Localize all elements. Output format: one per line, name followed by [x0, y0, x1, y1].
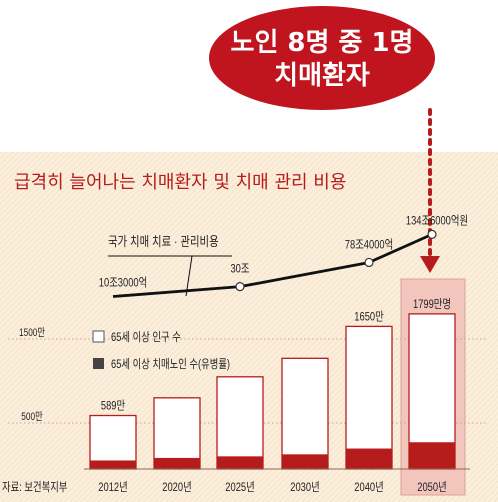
cost-label-2040년: 78조4000억 — [345, 238, 393, 251]
ytick-label-500: 500만 — [21, 410, 42, 424]
headline-bubble — [209, 6, 435, 110]
cost-point-2050년 — [427, 229, 437, 239]
bar-value-label-2040년: 1650만 — [354, 310, 383, 323]
x-tick-label-2050년: 2050년 — [417, 481, 446, 494]
x-tick-label-2012년: 2012년 — [98, 481, 127, 494]
cost-line-group: 10조3000억 30조 78조4000억 134조6000억원 — [99, 214, 468, 298]
bar-dementia-2025년 — [217, 456, 263, 469]
headline-line2: 치매환자 — [274, 61, 370, 91]
headline-line1: 노인 8명 중 1명 — [231, 28, 414, 58]
x-tick-label-2040년: 2040년 — [354, 481, 383, 494]
cost-label-2050년: 134조6000억원 — [406, 214, 468, 227]
legend-swatch-population — [92, 330, 105, 343]
bar-dementia-2012년 — [90, 460, 136, 469]
legend-label-population: 65세 이상 인구 수 — [111, 331, 181, 344]
bar-population-2040년 — [345, 325, 393, 470]
x-tick-label-2030년: 2030년 — [290, 481, 319, 494]
bar-population-2012년 — [89, 414, 137, 470]
bars-group: 589만 2012년 2020년 2025년 2030년 1650만 2040년 1799만명… — [84, 298, 470, 494]
bar-population-2030년 — [281, 357, 329, 470]
bar-value-label-2050년: 1799만명 — [413, 298, 451, 311]
x-tick-label-2020년: 2020년 — [162, 481, 191, 494]
chart-title: 급격히 늘어나는 치매환자 및 치매 관리 비용 — [14, 172, 346, 193]
bar-population-2025년 — [216, 376, 264, 470]
legend-label-dementia: 65세 이상 치매노인 수(유병률) — [111, 358, 230, 371]
cost-series-label: 국가 치매 치료 · 관리비용 — [108, 235, 219, 249]
x-tick-label-2025년: 2025년 — [225, 481, 254, 494]
bar-dementia-2020년 — [154, 457, 200, 469]
ytick-label-1500: 1500만 — [19, 326, 45, 340]
pointer-arrowhead — [420, 256, 440, 273]
bar-dementia-2040년 — [346, 448, 392, 469]
cost-line — [112, 233, 433, 298]
bar-dementia-2030년 — [282, 454, 328, 469]
bar-population-2020년 — [153, 397, 201, 470]
cost-series-leader-v — [185, 255, 193, 297]
bar-value-label-2012년: 589만 — [101, 399, 125, 412]
cost-point-2025년 — [235, 282, 245, 292]
cost-label-2025년: 30조 — [230, 263, 249, 276]
cost-point-2040년 — [364, 257, 374, 268]
legend-swatch-dementia — [93, 358, 104, 369]
source-note: 자료: 보건복지부 — [2, 481, 68, 494]
bar-dementia-2050년 — [409, 442, 455, 469]
cost-label-2012년: 10조3000억 — [99, 276, 147, 289]
